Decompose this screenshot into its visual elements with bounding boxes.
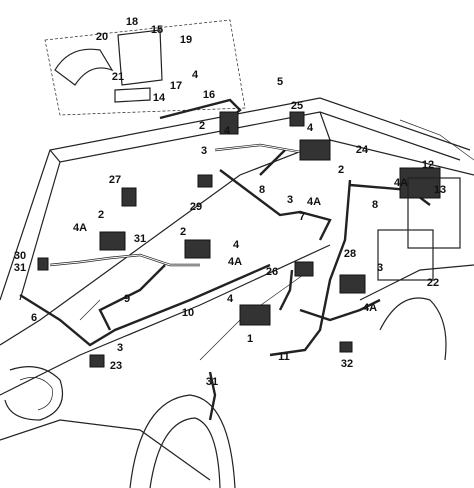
callout: 21 (112, 71, 124, 83)
callout: 4 (192, 69, 199, 81)
callout: 8 (259, 184, 265, 196)
callout: 2 (180, 226, 186, 238)
callout: 31 (14, 262, 26, 274)
callout: 24 (356, 144, 369, 156)
components (37, 111, 461, 368)
callout: 11 (278, 351, 290, 363)
callout: 31 (134, 233, 146, 245)
callout: 13 (434, 184, 446, 196)
callout: 29 (190, 201, 202, 213)
callout: 7 (299, 211, 305, 223)
callout: 28 (344, 248, 356, 260)
callout: 15 (151, 24, 163, 36)
callout: 25 (291, 100, 303, 112)
callout: 3 (117, 342, 123, 354)
callout: 19 (180, 34, 192, 46)
callout: 22 (427, 277, 439, 289)
callout: 3 (201, 145, 207, 157)
callout: 3 (287, 194, 293, 206)
inset-frame (44, 19, 246, 116)
callout: 4 (233, 239, 240, 251)
callout: 6 (31, 312, 37, 324)
callout: 4A (394, 177, 408, 189)
callout: 12 (422, 159, 434, 171)
callout: 26 (266, 266, 278, 278)
callout: 1 (247, 333, 253, 345)
callout: 10 (182, 307, 194, 319)
callout: 4 (224, 125, 231, 137)
callout: 4A (363, 302, 377, 314)
callout: 4 (227, 293, 234, 305)
callout: 18 (126, 16, 138, 28)
callout: 16 (203, 89, 215, 101)
callout: 8 (372, 199, 378, 211)
callout: 31 (206, 376, 218, 388)
callout: 4 (307, 122, 314, 134)
callout: 9 (124, 293, 130, 305)
callout: 20 (96, 31, 108, 43)
callout: 2 (338, 164, 344, 176)
callout: 14 (153, 92, 166, 104)
callout: 32 (341, 358, 353, 370)
callout: 5 (277, 76, 283, 88)
callout: 3 (377, 262, 383, 274)
callout: 27 (109, 174, 121, 186)
callout: 23 (110, 360, 122, 372)
callout: 4A (307, 196, 321, 208)
callout: 4A (228, 256, 242, 268)
car-outline (0, 97, 474, 488)
callout: 17 (170, 80, 182, 92)
callout: 2 (199, 120, 205, 132)
callouts: 18 15 20 19 21 4 17 14 16 5 25 2 4 3 4 2… (14, 16, 446, 388)
callout: 30 (14, 250, 26, 262)
callout: 2 (98, 209, 104, 221)
callout: 4A (73, 222, 87, 234)
hoses (19, 98, 431, 421)
